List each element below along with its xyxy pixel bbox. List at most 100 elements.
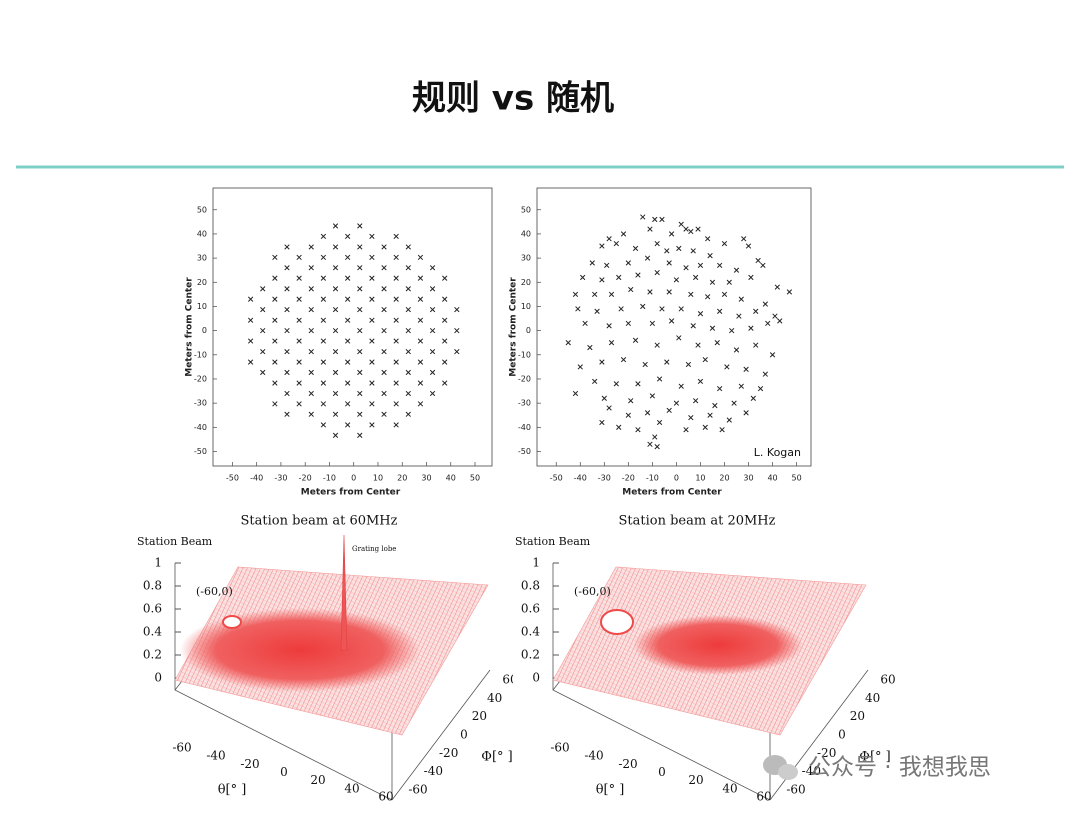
phi-tick-label: -60 xyxy=(408,783,427,797)
point xyxy=(753,308,759,314)
point xyxy=(656,376,663,382)
point xyxy=(393,422,399,428)
y-tick-label: -50 xyxy=(194,447,207,456)
point xyxy=(320,254,327,261)
point xyxy=(369,401,375,407)
point xyxy=(743,366,749,372)
point-stroke xyxy=(454,327,460,334)
beam-title: Station beam at 20MHz xyxy=(619,514,776,529)
point-stroke xyxy=(656,419,663,426)
point xyxy=(613,381,619,387)
theta-tick-label: 60 xyxy=(756,790,771,804)
lobe-label: Grating lobe xyxy=(352,545,396,553)
point xyxy=(284,265,290,271)
y-tick-label: -50 xyxy=(518,447,531,456)
point xyxy=(712,402,718,409)
point xyxy=(702,424,708,430)
point-stroke xyxy=(417,296,424,302)
point-stroke xyxy=(690,323,696,329)
y-tick-label: -10 xyxy=(194,350,207,359)
point xyxy=(608,340,615,346)
point xyxy=(702,356,708,363)
point-stroke xyxy=(296,338,302,344)
point-stroke xyxy=(272,401,278,407)
point-stroke xyxy=(750,395,756,401)
point xyxy=(709,325,716,331)
point xyxy=(649,393,656,399)
point xyxy=(717,385,723,392)
point-stroke xyxy=(344,401,351,407)
beam-main-lobe xyxy=(633,615,803,675)
theta-tick-label: 0 xyxy=(658,765,666,779)
point-stroke xyxy=(769,352,776,358)
point xyxy=(695,342,701,348)
point xyxy=(417,254,424,261)
point-stroke xyxy=(405,411,411,417)
point-stroke xyxy=(381,306,387,313)
point-stroke xyxy=(369,317,375,323)
point xyxy=(260,349,266,355)
point-stroke xyxy=(260,286,266,292)
point xyxy=(284,306,290,313)
point-stroke xyxy=(344,422,351,428)
point-stroke xyxy=(320,380,327,386)
point xyxy=(405,265,411,271)
point-stroke xyxy=(369,338,375,344)
point xyxy=(644,255,651,261)
point xyxy=(296,317,302,323)
point-stroke xyxy=(284,390,290,397)
point xyxy=(635,427,641,433)
point-stroke xyxy=(320,254,327,261)
z-tick-label: 0.6 xyxy=(521,602,540,616)
point xyxy=(707,253,713,259)
point xyxy=(272,317,278,323)
point xyxy=(320,380,327,386)
point-stroke xyxy=(442,338,448,344)
point-stroke xyxy=(272,296,278,302)
point-stroke xyxy=(381,349,387,355)
point xyxy=(429,306,436,313)
point-stroke xyxy=(393,275,399,281)
point xyxy=(635,381,641,387)
point xyxy=(357,327,363,334)
point xyxy=(654,269,660,276)
point-stroke xyxy=(620,231,627,237)
point xyxy=(284,286,290,292)
point-stroke xyxy=(695,342,701,348)
point-stroke xyxy=(429,265,436,271)
point-stroke xyxy=(743,410,749,416)
point xyxy=(308,265,314,271)
point xyxy=(320,275,327,281)
point-stroke xyxy=(777,318,783,324)
z-tick-label: 1 xyxy=(154,556,162,570)
point-stroke xyxy=(260,306,266,313)
point-stroke xyxy=(260,349,266,355)
point-stroke xyxy=(688,414,694,421)
point-stroke xyxy=(599,243,605,249)
point-stroke xyxy=(393,254,399,261)
point xyxy=(442,380,448,386)
point-stroke xyxy=(652,434,658,440)
point-stroke xyxy=(454,306,460,313)
point xyxy=(654,444,660,450)
point-stroke xyxy=(260,327,266,334)
point-stroke xyxy=(357,369,363,376)
point xyxy=(332,223,339,229)
point-stroke xyxy=(625,320,631,327)
point xyxy=(405,369,411,376)
point xyxy=(284,327,290,334)
point-stroke xyxy=(736,313,742,319)
theta-label: θ[° ] xyxy=(218,783,247,798)
point-stroke xyxy=(748,274,754,281)
point xyxy=(272,254,278,261)
point-stroke xyxy=(417,401,424,407)
point xyxy=(381,286,387,292)
point-stroke xyxy=(405,327,411,334)
point-stroke xyxy=(608,340,615,346)
plot-frame xyxy=(536,187,812,467)
phi-tick-label: 40 xyxy=(487,691,502,705)
point-stroke xyxy=(692,398,699,404)
point-stroke xyxy=(640,214,646,220)
point xyxy=(760,262,766,269)
point xyxy=(296,338,302,344)
